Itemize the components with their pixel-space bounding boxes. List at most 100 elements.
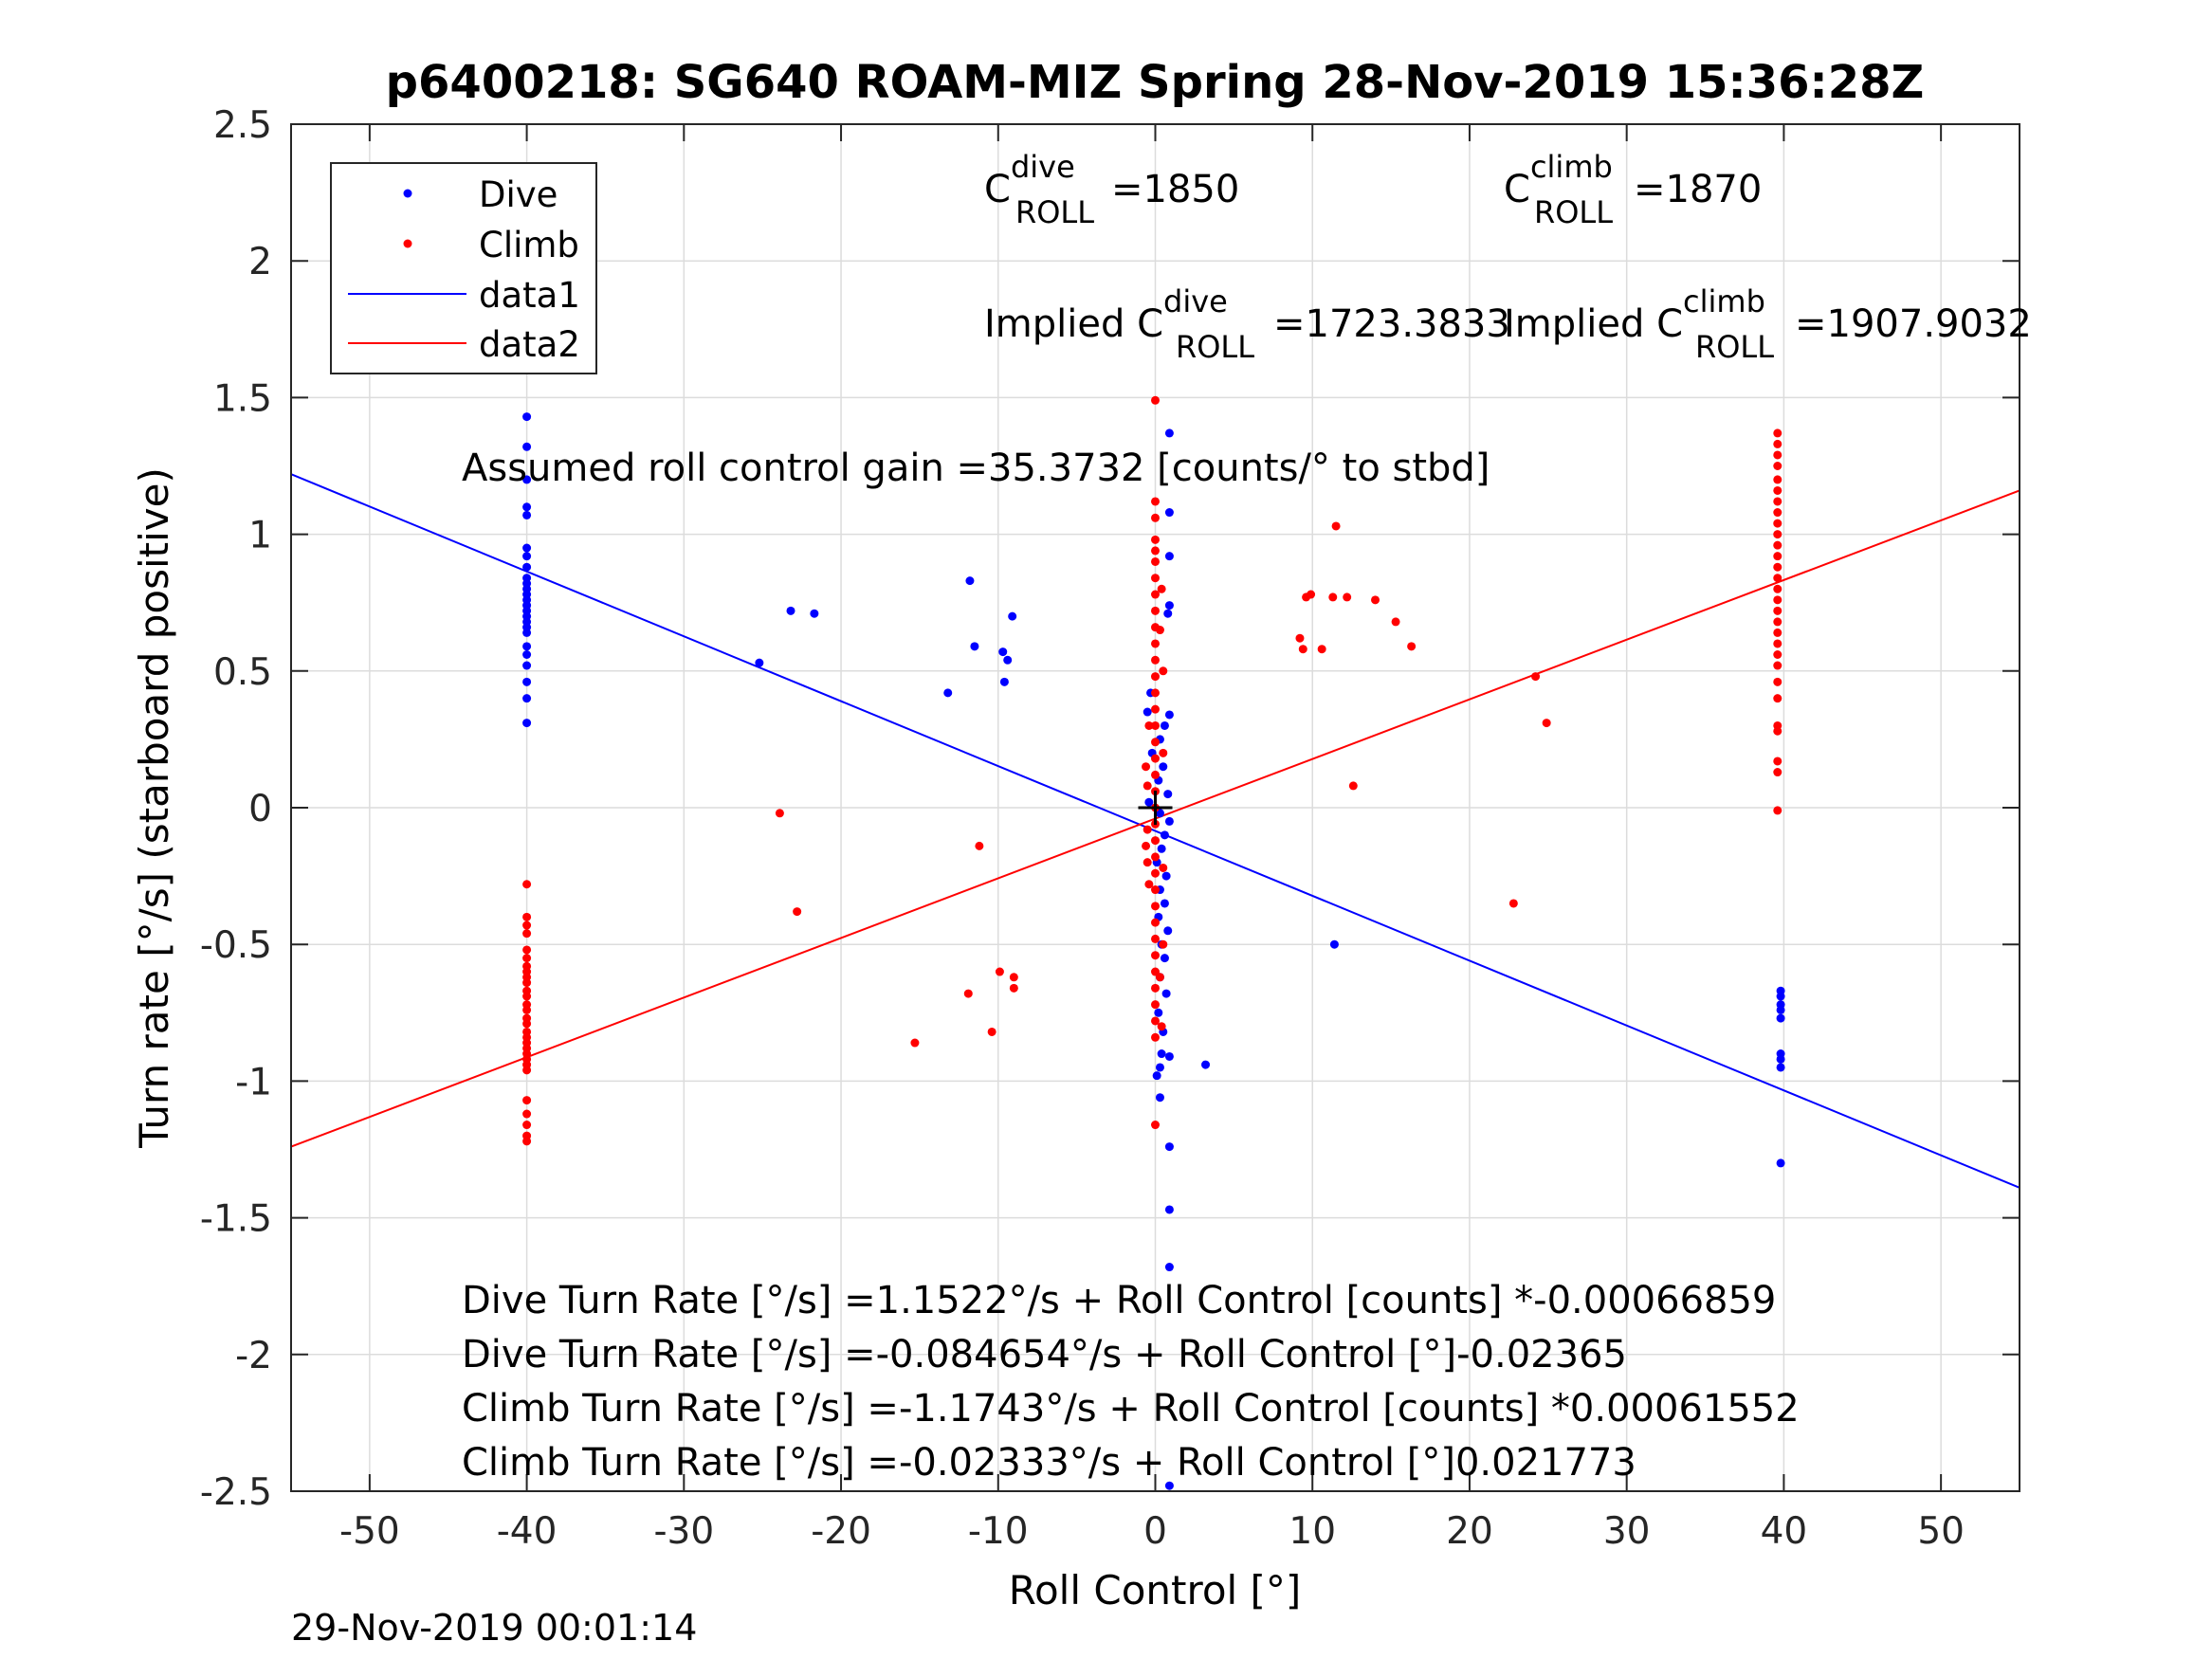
legend-label-data2: data2 [479, 324, 580, 365]
climb-point [1151, 1032, 1160, 1042]
dive-point [1163, 790, 1173, 799]
c-roll-dive-sup: dive [1011, 149, 1075, 185]
climb-point [1151, 754, 1160, 763]
climb-point [522, 978, 532, 988]
climb-point [1348, 781, 1358, 791]
climb-point [1151, 513, 1160, 522]
climb-point [522, 921, 532, 930]
climb-point [1773, 628, 1782, 637]
climb-point [522, 1137, 532, 1146]
climb-point [1151, 639, 1160, 648]
climb-point [1531, 672, 1541, 682]
dive-point [522, 412, 532, 422]
dive-point [1164, 552, 1174, 561]
c-roll-dive-value: =1850 [1111, 168, 1239, 211]
dive-point [1144, 797, 1154, 807]
dive-point [965, 576, 975, 586]
climb-point [1151, 852, 1160, 862]
dive-point [1157, 1049, 1166, 1059]
dive-point [1008, 611, 1017, 621]
x-tick-label: 10 [1289, 1510, 1336, 1553]
climb-point [1328, 592, 1338, 602]
climb-point [1151, 655, 1160, 665]
climb-point [1151, 688, 1160, 698]
legend-box [330, 162, 597, 374]
dive-point [1776, 1158, 1785, 1168]
dive-point [1776, 1063, 1785, 1072]
equation-dive-counts: Dive Turn Rate [°/s] =1.1522°/s + Roll C… [462, 1279, 1776, 1322]
climb-point [522, 1109, 532, 1119]
dive-point [1154, 1008, 1163, 1017]
climb-point [1151, 885, 1160, 895]
climb-point [1773, 530, 1782, 539]
implied-climb-prefix: Implied C [1504, 302, 1683, 346]
implied-dive-value: =1723.3833 [1273, 302, 1510, 346]
implied-climb-sup: climb [1683, 283, 1765, 319]
climb-point [1371, 595, 1380, 605]
dive-point [1201, 1060, 1211, 1069]
implied-climb-sub: ROLL [1695, 329, 1774, 365]
dive-point [786, 606, 795, 615]
dive-point [1143, 707, 1152, 717]
climb-point [522, 929, 532, 939]
x-tick-label: -30 [653, 1510, 714, 1553]
climb-point [1151, 395, 1160, 405]
climb-point [522, 880, 532, 889]
equation-climb-counts: Climb Turn Rate [°/s] =-1.1743°/s + Roll… [462, 1387, 1800, 1431]
dive-point [522, 502, 532, 512]
climb-point [1151, 606, 1160, 615]
y-tick-label: -1.5 [200, 1198, 272, 1241]
climb-point [1773, 519, 1782, 528]
dive-point [522, 677, 532, 686]
dive-point [1157, 844, 1166, 853]
climb-point [1773, 768, 1782, 777]
implied-climb-value: =1907.9032 [1795, 302, 2032, 346]
y-tick-label: 2 [248, 241, 272, 283]
dive-point [999, 677, 1009, 686]
dive-point [1160, 830, 1169, 840]
y-tick-label: 1 [248, 515, 272, 557]
climb-point [1151, 918, 1160, 927]
dive-point [1776, 1054, 1785, 1064]
x-axis-label: Roll Control [°] [1009, 1567, 1302, 1613]
dive-point [522, 442, 532, 451]
climb-point [1157, 1022, 1166, 1031]
y-tick-label: -2.5 [200, 1471, 272, 1514]
climb-point [522, 1066, 532, 1075]
data-points [522, 283, 1785, 1490]
x-tick-label: 0 [1143, 1510, 1167, 1553]
climb-point [1151, 738, 1160, 747]
climb-point [1773, 606, 1782, 615]
climb-point [522, 1005, 532, 1014]
y-tick-label: 2.5 [213, 104, 272, 147]
implied-climb-annotation: Implied Cclimb ROLL =1907.9032 [1504, 283, 2032, 365]
dive-point [1160, 899, 1169, 908]
dive-point [1776, 1013, 1785, 1023]
climb-point [522, 945, 532, 955]
dive-point [1155, 1093, 1164, 1103]
climb-point [1151, 704, 1160, 714]
dive-point [1164, 1051, 1174, 1061]
plot-area [291, 283, 2020, 1490]
dive-point [755, 658, 764, 667]
x-tick-label: 20 [1446, 1510, 1493, 1553]
legend-label-dive: Dive [479, 174, 558, 215]
climb-point [522, 1019, 532, 1029]
x-tick-label: 30 [1603, 1510, 1651, 1553]
climb-point [1773, 540, 1782, 550]
dive-point [1164, 816, 1174, 826]
gain-annotation: Assumed roll control gain =35.3732 [coun… [462, 447, 1490, 490]
climb-point [1773, 584, 1782, 593]
climb-point [1773, 497, 1782, 506]
c-roll-climb-value: =1870 [1634, 168, 1762, 211]
climb-point [1773, 806, 1782, 815]
x-tick-label: -40 [497, 1510, 558, 1553]
c-roll-climb-sub: ROLL [1534, 194, 1613, 230]
dive-point [1003, 655, 1013, 665]
climb-point [987, 1027, 996, 1036]
y-axis-label: Turn rate [°/s] (starboard positive) [131, 467, 177, 1149]
c-roll-dive-annotation: Cdive ROLL =1850 [984, 149, 1239, 230]
dive-point [1164, 601, 1174, 611]
climb-point [1142, 841, 1151, 850]
